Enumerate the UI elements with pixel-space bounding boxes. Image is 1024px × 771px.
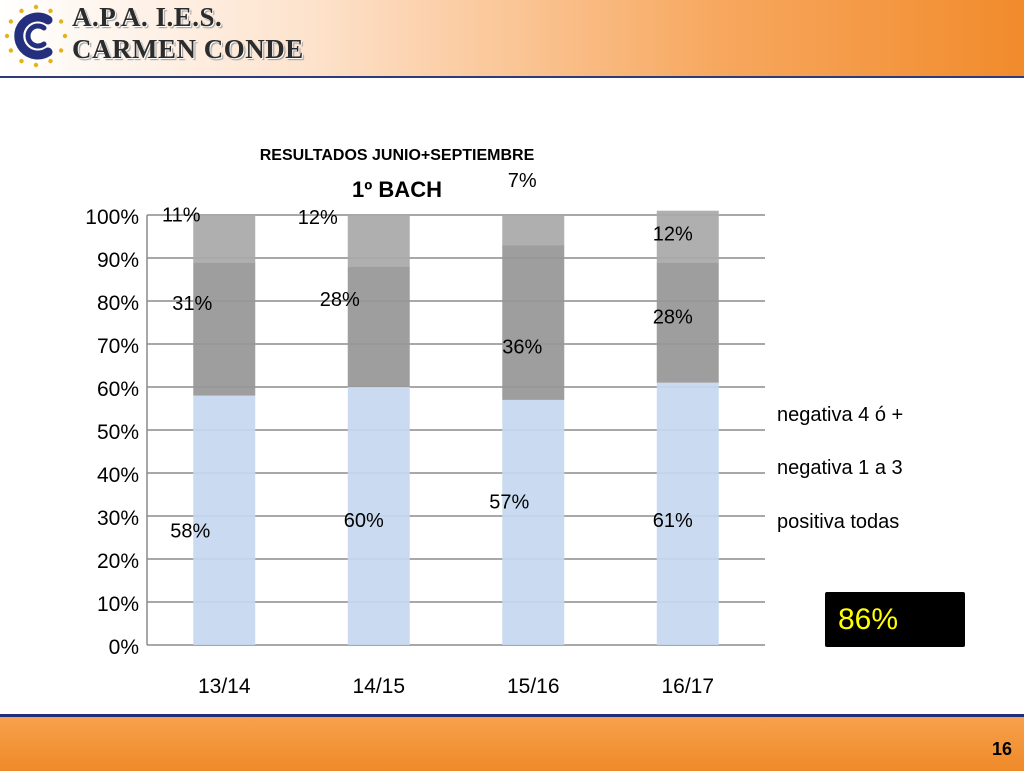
data-label: 58%: [170, 520, 210, 542]
logo-star: [8, 19, 14, 24]
logo-star: [58, 19, 64, 24]
data-label: 11%: [162, 205, 201, 227]
legend-entry: negativa 4 ó +: [777, 404, 903, 426]
y-tick-label: 80%: [97, 292, 139, 315]
logo-star: [4, 33, 10, 39]
y-tick-label: 90%: [97, 249, 139, 272]
legend-entry: negativa 1 a 3: [777, 457, 903, 479]
y-tick-label: 50%: [97, 421, 139, 444]
logo: [4, 4, 68, 68]
bar-segment: [656, 210, 719, 263]
y-tick-label: 0%: [109, 636, 139, 659]
data-labels: 58% 31% 11% 60% 28% 12% 57% 36% 7% 61% 28% 12%: [162, 170, 693, 542]
page-number: 16: [991, 739, 1012, 759]
y-tick-label: 60%: [97, 378, 139, 401]
y-tick-label: 70%: [97, 335, 139, 358]
y-tick-label: 30%: [97, 507, 139, 530]
bar-segment: [193, 395, 256, 645]
logo-star: [19, 58, 24, 64]
legend-entry: positiva todas: [777, 511, 899, 533]
bar-segment: [193, 262, 256, 396]
bar-segment: [502, 399, 565, 645]
bar-segment: [502, 245, 565, 400]
footer-bar: 16: [0, 714, 1024, 771]
brand-line-2: CARMEN CONDE: [72, 34, 304, 64]
chart-subtitle: 1º BACH: [352, 177, 442, 202]
data-label: 12%: [298, 207, 338, 229]
data-label: 28%: [320, 289, 360, 311]
y-tick-label: 100%: [85, 206, 139, 229]
data-label: 60%: [344, 510, 384, 532]
bar-segment: [347, 266, 410, 387]
bar-segment: [656, 382, 719, 645]
bar-segment: [193, 215, 256, 263]
data-label: 36%: [502, 337, 542, 359]
bars: [193, 210, 719, 645]
chart: 58% 31% 11% 60% 28% 12% 57% 36% 7% 61% 28% 12% 0% 10…: [85, 147, 903, 698]
x-tick-label: 15/16: [507, 675, 560, 698]
legend: negativa 4 ó + negativa 1 a 3 positiva tod…: [777, 404, 903, 533]
brand-line-1: A.P.A. I.E.S.: [72, 2, 223, 32]
data-label: 57%: [489, 491, 529, 513]
header-banner: A.P.A. I.E.S. CARMEN CONDE: [0, 0, 1024, 78]
x-axis-ticks: 13/14 14/15 15/16 16/17: [198, 675, 714, 698]
logo-star: [33, 62, 39, 68]
chart-title: RESULTADOS JUNIO+SEPTIEMBRE: [260, 147, 535, 164]
x-tick-label: 13/14: [198, 675, 251, 698]
y-axis-ticks: 0% 10% 20% 30% 40% 50% 60% 70% 80% 90% 100%: [85, 206, 139, 659]
data-label: 31%: [172, 293, 212, 315]
data-label: 7%: [508, 170, 537, 192]
logo-star: [8, 48, 14, 53]
x-tick-label: 14/15: [352, 675, 405, 698]
logo-star: [62, 33, 68, 39]
y-tick-label: 20%: [97, 550, 139, 573]
percentage-badge: 86%: [825, 592, 965, 647]
bar-segment: [347, 215, 410, 267]
logo-star: [48, 8, 53, 14]
y-tick-label: 10%: [97, 593, 139, 616]
logo-star: [19, 8, 24, 14]
data-label: 61%: [653, 510, 693, 532]
y-tick-label: 40%: [97, 464, 139, 487]
logo-star: [48, 58, 53, 64]
data-label: 28%: [653, 307, 693, 329]
logo-star: [58, 48, 64, 53]
x-tick-label: 16/17: [661, 675, 714, 698]
bar-segment: [347, 387, 410, 645]
bar-segment: [502, 215, 565, 246]
data-label: 12%: [653, 224, 693, 246]
bar-segment: [656, 262, 719, 383]
logo-star: [33, 4, 39, 10]
badge-value: 86%: [838, 603, 899, 636]
